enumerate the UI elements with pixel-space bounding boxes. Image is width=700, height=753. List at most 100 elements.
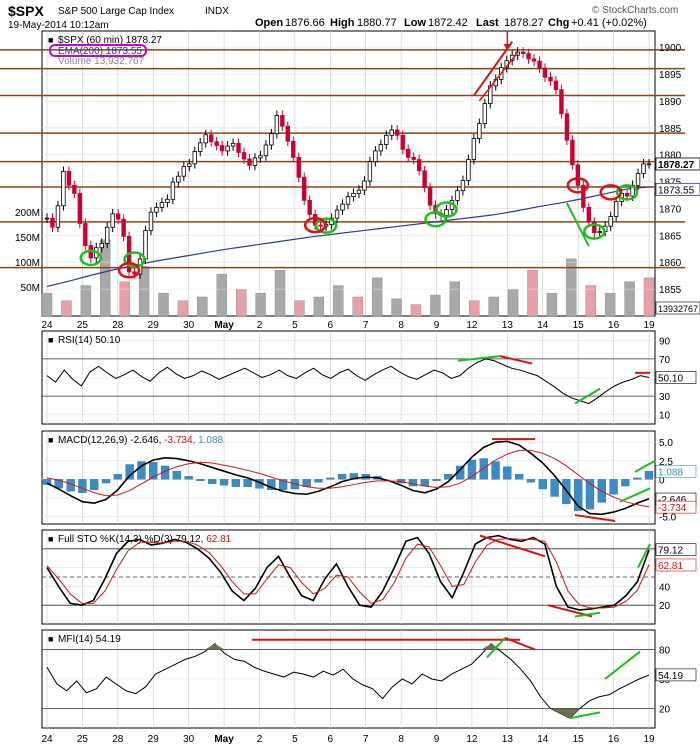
volume-bar [294,300,305,317]
green-circle-annotation [79,249,103,267]
price-legend-label: $SPX (60 min) 1878.27 [58,35,162,46]
candle-body [624,192,630,197]
header-last: 1878.27 [504,17,544,29]
candle-body [362,180,367,191]
mfi-title: MFI(14) 54.19 [58,634,121,645]
x-tick-label: 13 [502,734,514,745]
candle-body [405,148,411,158]
candle-body [258,155,263,159]
volume-tick-label: 200M [15,208,40,219]
x-tick-label: 6 [328,734,334,745]
macd-histogram-bar [491,461,500,480]
macd-last-label: -2.646 [658,495,687,506]
candle-body [208,134,214,143]
rsi-last-label: 50.10 [658,373,683,384]
red-circle-annotation [303,216,327,234]
green-trendline-annotation [566,202,590,247]
x-tick-label: 12 [466,734,478,745]
stockcharts-watermark: © StockCharts.com [592,5,678,16]
macd-signal-value: -3.734, [164,435,198,446]
stochastic-d-box [655,558,697,572]
candle-body [356,189,362,194]
green-circle-annotation [314,217,338,234]
volume-bar [274,270,286,317]
header-open-label: Open [255,17,283,29]
candle-body [537,60,542,69]
candle-body [334,209,340,219]
macd-last-box [655,500,697,514]
macd-histogram-bar [479,458,488,480]
macd-histogram-bar [326,477,335,480]
volume-bar [313,296,325,317]
candle-body [274,115,280,135]
candle-body [143,230,148,260]
x-tick-label: 24 [41,734,53,745]
candle-body [542,67,548,78]
candle-body [586,206,591,223]
red-circle-annotation [599,184,622,201]
ema-last-label: 1873.55 [658,185,695,196]
candle-body [395,129,400,136]
volume-bar [430,294,441,317]
red-trendline-annotation [574,514,616,523]
candle-body [548,76,553,82]
macd-line [46,440,650,516]
candle-body [203,134,208,144]
stochastic-k-label: 79.12 [658,546,683,557]
candle-body [520,51,526,54]
candle-body [66,170,72,186]
x-tick-label: 19 [643,734,655,745]
indicator-tick-label: 20 [659,601,671,612]
candle-body [132,271,137,275]
indicator-tick-label: 40 [659,582,671,593]
candle-body [597,231,602,234]
indicator-tick-label: 70 [659,355,671,366]
candle-body [378,144,384,152]
volume-legend-label: Volume 13,932,767 [58,56,145,67]
candle-body [575,164,581,186]
candle-body [302,176,307,201]
candle-body [61,170,66,207]
volume-last-label: 13932767 [658,304,698,314]
volume-bar [255,292,266,317]
candle-body [44,217,50,220]
x-tick-label: 30 [183,734,195,745]
rsi-title: RSI(14) 50.10 [58,335,121,346]
macd-histogram-bar [574,479,583,511]
candle-body [77,192,83,224]
candle-body [608,216,613,227]
volume-bar [216,273,227,317]
macd-histogram-bar [219,479,229,486]
candle-body [148,211,154,231]
macd-histogram-bar [137,461,146,480]
candle-body [236,142,241,153]
macd-signal-line [46,449,650,508]
header-high-label: High [330,17,355,29]
candle-body [345,196,351,205]
macd-histogram-bar [101,479,111,484]
macd-last-box [655,464,697,478]
macd-histogram-bar [644,471,654,480]
indicator-legend-swatch: ■ [48,634,53,644]
header-low-label: Low [404,17,426,29]
macd-histogram-bar [408,479,418,487]
header-datetime: 19-May-2014 10:12am [8,20,109,31]
stochastic-k-line [46,534,650,611]
x-tick-label: 14 [537,320,549,331]
x-tick-label: 15 [573,320,585,331]
last-price-label: 1878.27 [658,160,695,171]
x-tick-label: 13 [502,320,514,331]
green-circle-annotation [615,184,639,201]
macd-histogram-bar [467,459,477,480]
green-trendline-annotation [634,459,656,473]
green-trendline-annotation [604,650,641,680]
x-tick-label: 28 [112,320,124,331]
indicator-tick-label: 5.0 [659,438,673,449]
candle-body [564,113,570,141]
candle-body [225,145,230,152]
volume-bar [333,285,344,317]
candle-body [427,187,433,206]
volume-bar [352,296,363,317]
candle-body [285,125,290,142]
